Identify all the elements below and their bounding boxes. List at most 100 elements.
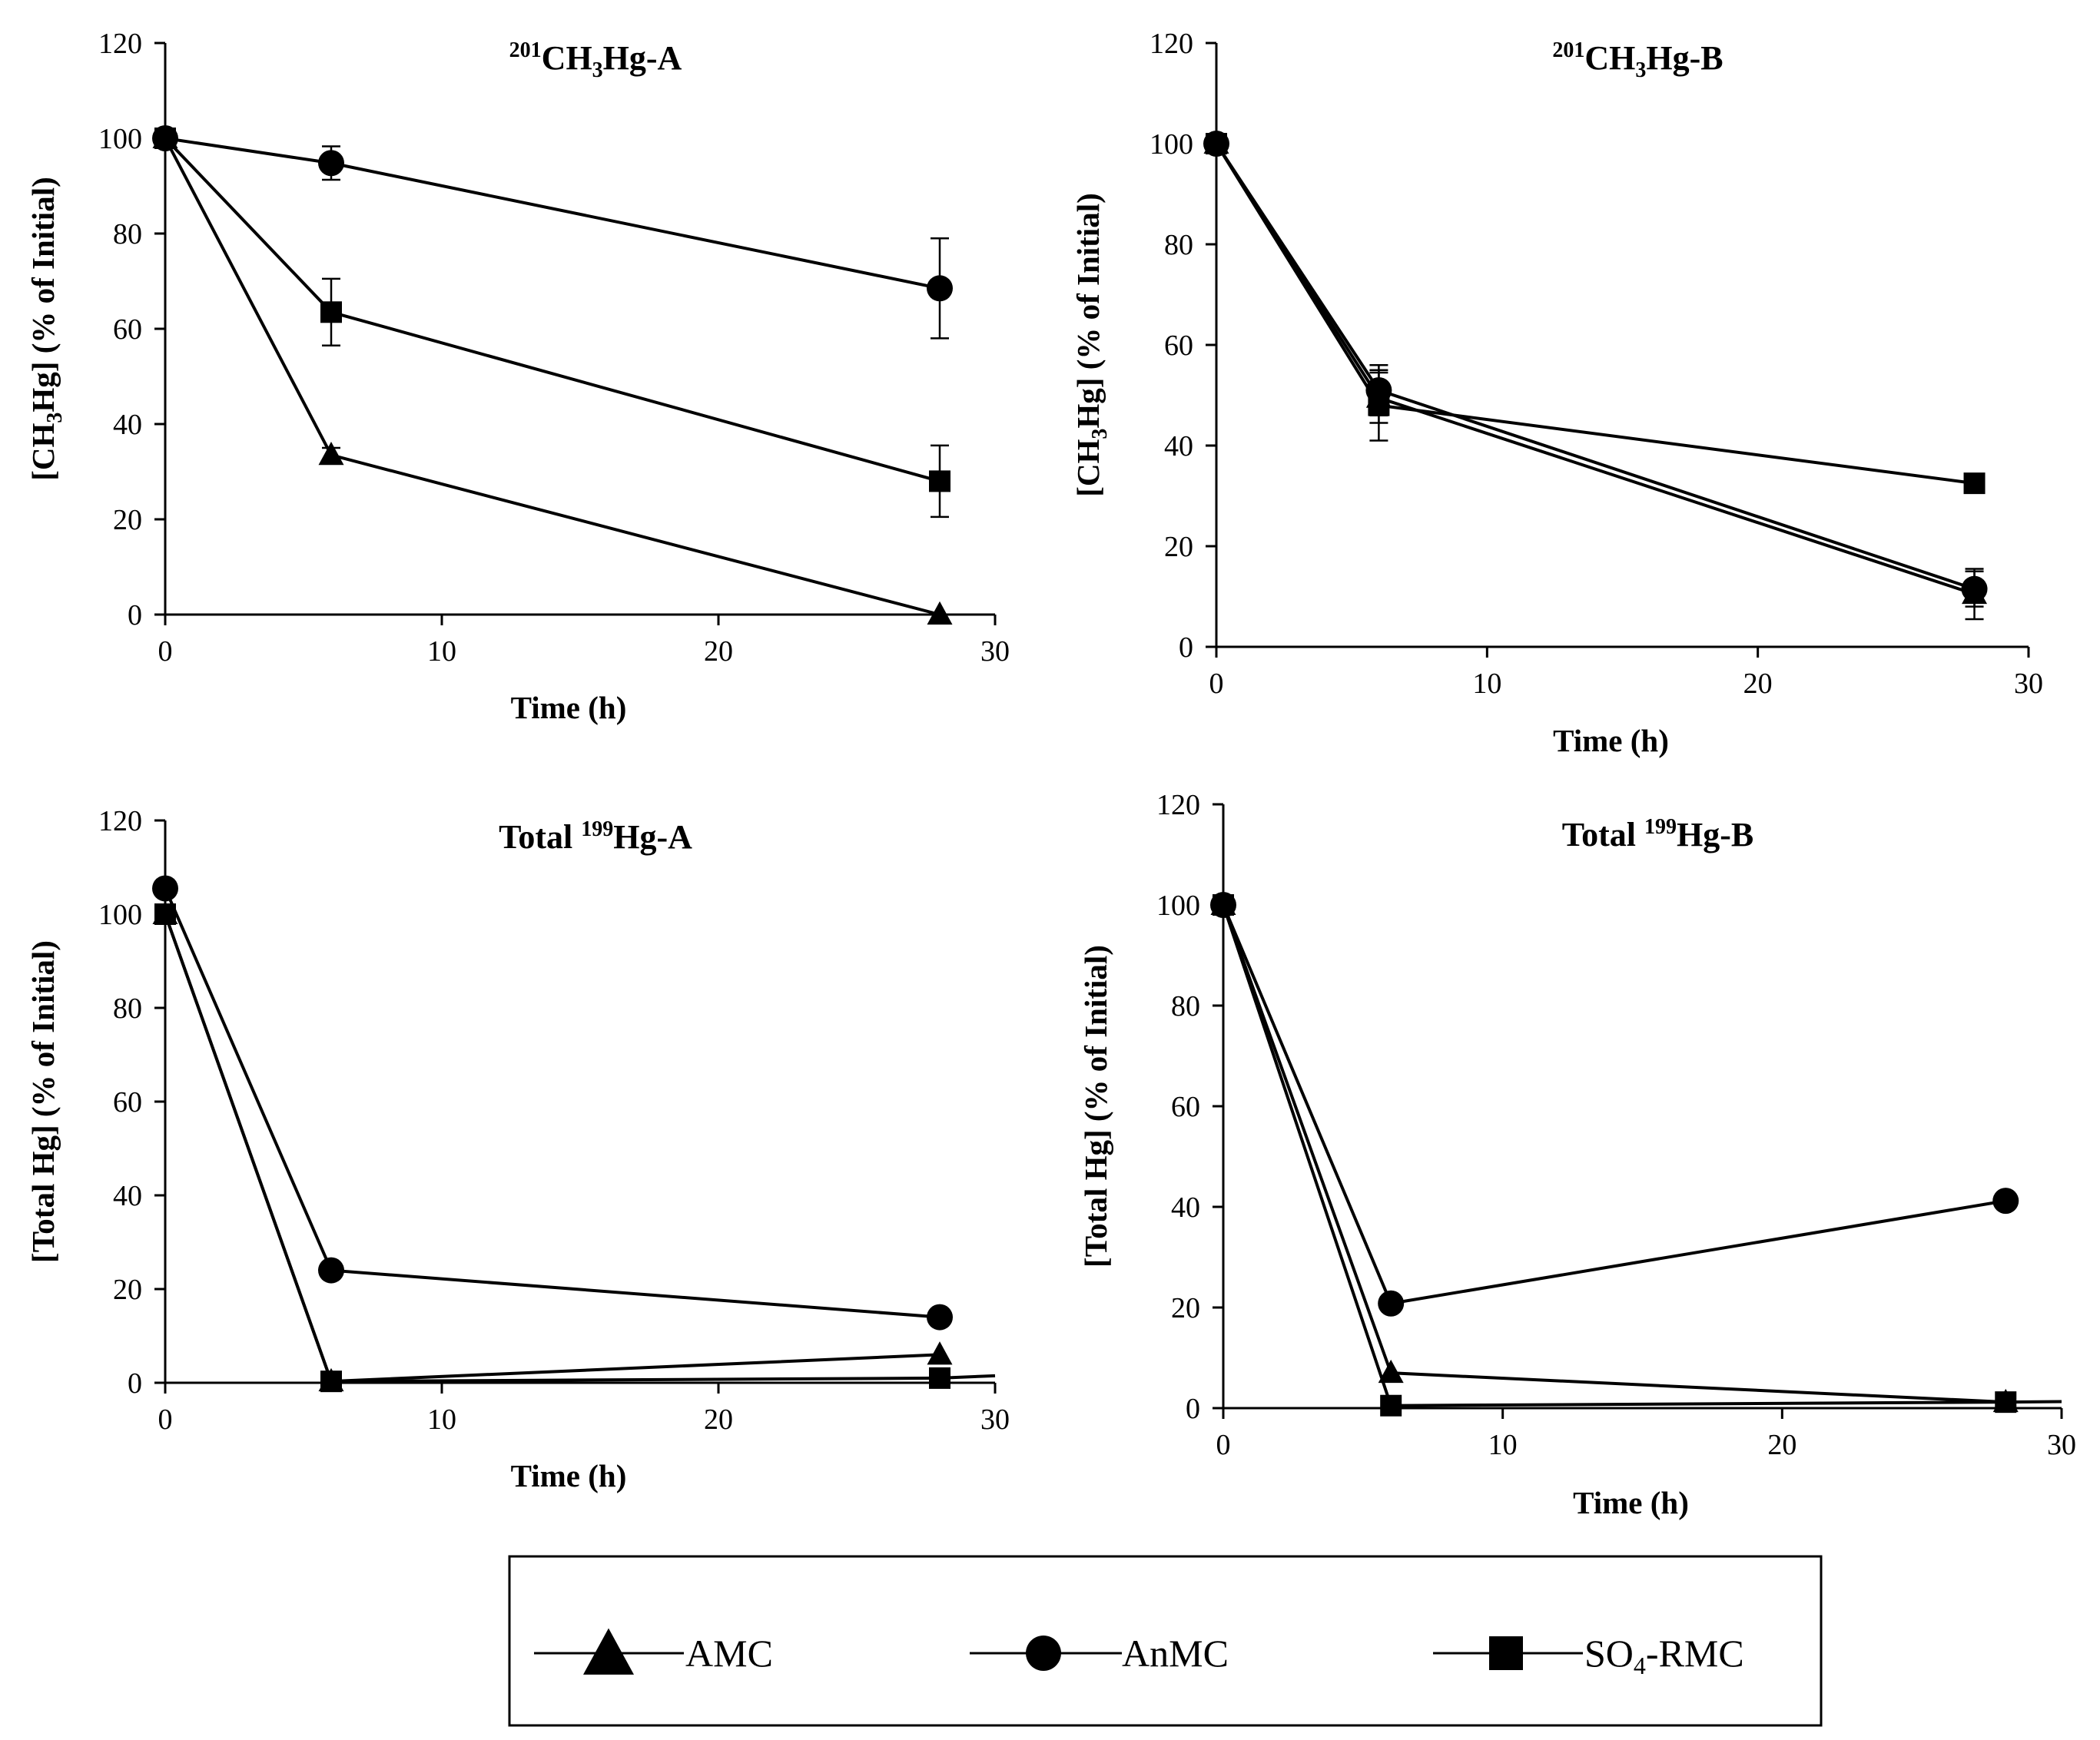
y-tick-label: 0 [128, 599, 142, 631]
y-axis-title-part: Hg] (% of Initial) [25, 177, 61, 412]
x-tick-label: 0 [158, 635, 173, 668]
panel-title-sup: 199 [1644, 815, 1677, 839]
x-tick-label: 20 [1743, 668, 1773, 700]
legend-item-so4-rmc: SO4-RMC [1433, 1632, 1744, 1679]
data-point-square [1213, 894, 1234, 916]
y-axis-title: [CH3Hg] (% of Initial) [25, 177, 67, 481]
data-point-triangle [1378, 1359, 1404, 1384]
chart-panel-4: 0 20 40 60 80 100 120 0 10 20 30 Time (h) [Total Hg]… [1078, 789, 2076, 1520]
series-so4-rmc [154, 903, 950, 1393]
panel-title-part: Hg-B [1677, 816, 1753, 853]
data-point-triangle [927, 601, 953, 625]
y-tick-label: 0 [1186, 1393, 1200, 1425]
legend-marker-triangle [583, 1628, 634, 1675]
legend-label: AnMC [1122, 1632, 1229, 1675]
y-tick-label: 0 [128, 1367, 142, 1400]
legend-label-part: SO [1584, 1632, 1634, 1675]
data-point-square [1963, 472, 1986, 495]
x-tick-label: 30 [2047, 1429, 2076, 1461]
series-line [164, 137, 941, 290]
y-tick-label: 20 [1171, 1292, 1200, 1324]
series-line [164, 913, 941, 1384]
series-line [164, 137, 941, 483]
legend-label-sub: 4 [1634, 1652, 1646, 1679]
y-tick-label: 80 [113, 218, 142, 250]
x-axis-title: Time (h) [511, 1458, 627, 1493]
series-amc [1203, 130, 1988, 621]
legend-label: AMC [685, 1632, 773, 1675]
y-tick-label: 60 [1171, 1091, 1200, 1123]
series-anmc [152, 875, 953, 1331]
y-axis-title-sub: 3 [43, 413, 67, 423]
y-axis-title-part: [Total Hg] (% of Initial) [25, 940, 61, 1263]
panel-title-part: CH [1584, 39, 1635, 77]
panel-title: 201CH3Hg-A [509, 38, 682, 82]
data-point-triangle [927, 1341, 953, 1365]
y-tick-label: 60 [1164, 330, 1193, 362]
series-so4-rmc [1206, 133, 1986, 495]
panel-title-sub: 3 [592, 58, 603, 82]
y-tick-label: 120 [98, 28, 142, 60]
series-anmc [1203, 131, 1988, 608]
y-tick-label: 40 [113, 409, 142, 441]
panel-title-part: Hg-A [613, 818, 692, 856]
panel-title-sub: 3 [1635, 58, 1646, 82]
data-point-circle [318, 150, 344, 177]
series-so4-rmc [154, 128, 950, 519]
panel-title-sup: 201 [509, 38, 542, 62]
series-anmc [152, 125, 953, 340]
legend-item-amc: AMC [534, 1628, 773, 1675]
y-tick-label: 80 [1171, 990, 1200, 1022]
y-tick-label: 20 [113, 504, 142, 536]
y-axis-title-part: Hg] (% of Initial) [1070, 193, 1106, 428]
series-line [1222, 904, 2006, 1305]
y-axis-title: [Total Hg] (% of Initial) [25, 940, 61, 1263]
data-point-square [320, 301, 342, 323]
data-point-square [320, 1370, 342, 1393]
data-point-square [154, 903, 176, 925]
data-point-square [1206, 133, 1227, 154]
y-tick-label: 60 [113, 1086, 142, 1119]
series-so4-rmc [1213, 894, 2017, 1417]
x-tick-label: 20 [704, 1404, 733, 1436]
series-amc [1210, 891, 2019, 1413]
x-tick-label: 20 [704, 635, 733, 668]
legend-label-part: AMC [685, 1632, 773, 1675]
data-point-square [1380, 1394, 1402, 1417]
series-line [1222, 904, 2006, 1404]
y-axis-title: [Total Hg] (% of Initial) [1078, 945, 1113, 1268]
legend-label: SO4-RMC [1584, 1632, 1744, 1679]
series-line [164, 887, 941, 1319]
panel-title-part: Total [1562, 816, 1644, 853]
x-tick-label: 0 [1209, 668, 1224, 700]
data-point-circle [1992, 1188, 2019, 1215]
legend-marker-circle [1026, 1636, 1061, 1671]
x-tick-label: 30 [980, 635, 1010, 668]
series-anmc [1210, 892, 2019, 1317]
data-point-circle [1961, 575, 1988, 602]
y-axis-title-sub: 3 [1088, 429, 1112, 439]
data-point-circle [318, 1257, 344, 1284]
panel-title: Total 199Hg-A [499, 817, 692, 856]
data-point-square [929, 1367, 950, 1389]
y-tick-label: 100 [98, 899, 142, 931]
y-axis-title: [CH3Hg] (% of Initial) [1070, 193, 1112, 497]
y-tick-label: 100 [98, 123, 142, 155]
series-line [1215, 142, 1976, 591]
panel-title-part: Hg-B [1646, 39, 1723, 77]
series-line [1222, 904, 2006, 1407]
x-axis-title: Time (h) [1553, 723, 1669, 758]
panel-title-part: Total [499, 818, 581, 856]
y-axis-title-part: [CH [1070, 439, 1106, 496]
y-tick-label: 20 [113, 1274, 142, 1306]
data-point-square [1368, 394, 1390, 416]
y-tick-label: 120 [98, 805, 142, 837]
panel-title-part: Hg-A [603, 39, 682, 77]
y-tick-label: 80 [113, 993, 142, 1025]
legend-label-part: AnMC [1122, 1632, 1229, 1675]
y-tick-label: 120 [1150, 28, 1193, 60]
y-tick-label: 100 [1156, 890, 1200, 922]
panel-title-sup: 201 [1552, 38, 1584, 62]
x-tick-label: 20 [1767, 1429, 1796, 1461]
